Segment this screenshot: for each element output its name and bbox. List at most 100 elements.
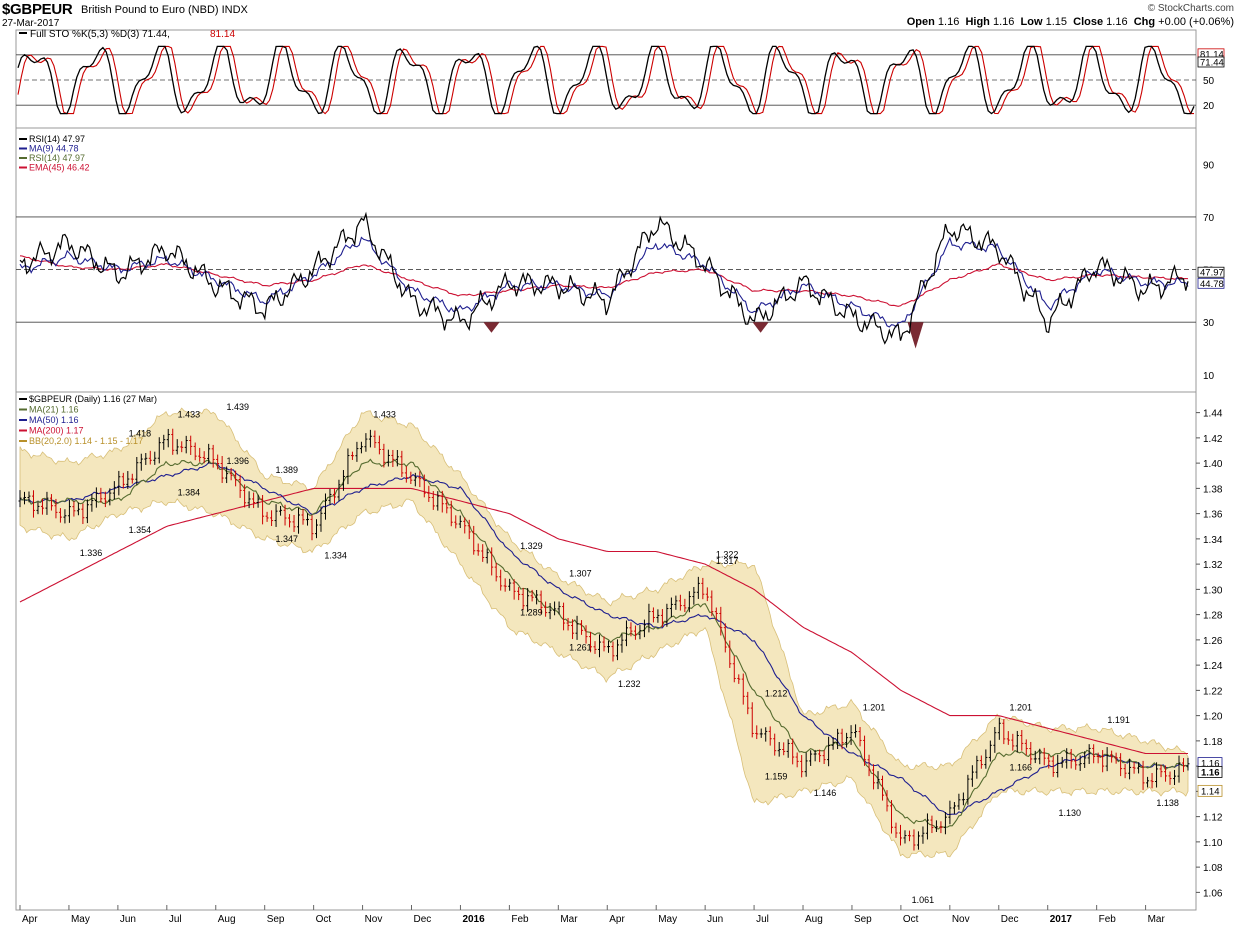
price-badge: 1.14	[1201, 786, 1220, 797]
x-tick-label: Aug	[805, 914, 823, 925]
ma200-line	[19, 487, 1188, 755]
grid-layer	[16, 54, 1200, 910]
price-annotation: 1.138	[1156, 798, 1179, 808]
high-label: High	[965, 16, 990, 28]
rsi-badge: 47.97	[1200, 268, 1224, 279]
price-ytick-label: 1.20	[1203, 712, 1223, 723]
x-tick-label: Jun	[120, 914, 136, 925]
high-value: 1.16	[992, 16, 1015, 28]
price-annotation: 1.347	[275, 534, 298, 544]
x-tick-label: May	[71, 914, 90, 925]
sto-k-line	[17, 45, 1195, 115]
x-tick-label: May	[658, 914, 677, 925]
price-legend-item: MA(21) 1.16	[29, 405, 79, 415]
price-ytick-label: 1.40	[1203, 459, 1223, 470]
sto-badge: 71.44	[1200, 57, 1224, 68]
label-layer: 1.06 1.08 1.10 1.12 1.14 1.16 1.18 1.20 1.22 1.24…	[19, 29, 1225, 925]
series-layer	[17, 45, 1195, 851]
price-ytick-label: 1.22	[1203, 686, 1223, 697]
price-legend-item: MA(50) 1.16	[29, 415, 79, 425]
symbol-description: British Pound to Euro (NBD) INDX	[81, 4, 248, 16]
price-annotation: 1.191	[1107, 715, 1130, 725]
price-annotation: 1.336	[80, 548, 103, 558]
price-legend-item: MA(200) 1.17	[29, 426, 84, 436]
x-tick-label: Dec	[414, 914, 432, 925]
rsi-oversold-fill	[907, 322, 924, 349]
chg-label: Chg	[1133, 16, 1156, 28]
x-tick-label: Mar	[1148, 914, 1166, 925]
price-annotation: 1.159	[765, 771, 788, 781]
price-ytick-label: 1.44	[1203, 409, 1223, 420]
x-tick-label: Apr	[609, 914, 625, 925]
sto-legend-d: 81.14	[210, 29, 235, 40]
x-tick-label: Aug	[218, 914, 236, 925]
x-tick-label: Oct	[316, 914, 332, 925]
price-annotation: 1.146	[814, 788, 837, 798]
x-tick-label: Feb	[511, 914, 529, 925]
price-annotation: 1.289	[520, 607, 543, 617]
price-ytick-label: 1.32	[1203, 560, 1223, 571]
rsi-ytick-label: 70	[1203, 213, 1215, 224]
x-tick-label: 2017	[1050, 914, 1073, 925]
rsi-badge-box	[1197, 277, 1225, 289]
x-tick-label: Jul	[756, 914, 769, 925]
rsi-ema45-line	[19, 255, 1189, 307]
price-annotation: 1.334	[324, 550, 347, 560]
rsi-ytick-label: 10	[1203, 371, 1215, 382]
chg-value: +0.00 (+0.06%)	[1158, 16, 1234, 28]
price-annotation: 1.130	[1058, 808, 1081, 818]
x-tick-label: Dec	[1001, 914, 1019, 925]
price-ytick-label: 1.24	[1203, 661, 1223, 672]
x-tick-label: Oct	[903, 914, 919, 925]
low-value: 1.15	[1045, 16, 1067, 28]
price-ytick-label: 1.08	[1203, 863, 1223, 874]
price-badge: 1.16	[1201, 759, 1220, 770]
sto-d-line	[17, 45, 1194, 115]
sto-ytick-label: 20	[1203, 101, 1215, 112]
rsi-legend-item: MA(9) 44.78	[29, 144, 79, 154]
price-annotation: 1.201	[1010, 702, 1033, 712]
price-ytick-label: 1.30	[1203, 585, 1223, 596]
price-annotation: 1.384	[178, 487, 201, 497]
price-legend-item: BB(20,2.0) 1.14 - 1.15 - 1.17	[29, 436, 143, 446]
rsi-legend-item: EMA(45) 46.42	[29, 163, 90, 173]
x-tick-label: Jul	[169, 914, 182, 925]
price-ytick-label: 1.18	[1203, 737, 1223, 748]
rsi-ma9-line	[19, 236, 1189, 328]
chart-frame	[15, 29, 1197, 911]
symbol-title: $GBPEUR	[2, 1, 73, 18]
sto-legend: Full STO %K(5,3) %D(3) 71.44,	[30, 29, 170, 40]
sto-badge-box	[1197, 56, 1225, 68]
price-ytick-label: 1.10	[1203, 838, 1223, 849]
bollinger-layer	[19, 407, 1189, 859]
price-ytick-label: 1.34	[1203, 535, 1223, 546]
price-legend-item: $GBPEUR (Daily) 1.16 (27 Mar)	[29, 394, 157, 404]
chart-header: $GBPEUR British Pound to Euro (NBD) INDX…	[0, 0, 1240, 30]
rsi-legend-item: RSI(14) 47.97	[29, 153, 85, 163]
rsi-ytick-label: 30	[1203, 318, 1215, 329]
price-annotation: 1.354	[129, 525, 152, 535]
price-annotation: 1.322	[716, 550, 739, 560]
ohlc-readout: Open 1.16 High 1.16 Low 1.15 Close 1.16 …	[907, 16, 1234, 28]
open-label: Open	[906, 16, 935, 28]
price-ytick-label: 1.38	[1203, 484, 1223, 495]
sto-ytick-label: 50	[1203, 76, 1215, 87]
x-tick-label: Sep	[854, 914, 872, 925]
close-value: 1.16	[1106, 16, 1128, 28]
x-tick-label: Sep	[267, 914, 285, 925]
x-tick-label: 2016	[462, 914, 485, 925]
rsi-badge-box	[1197, 266, 1225, 278]
rsi-oversold-fill	[483, 322, 500, 333]
rsi-oversold-fill	[752, 322, 769, 333]
price-annotation: 1.212	[765, 688, 788, 698]
price-ytick-label: 1.12	[1203, 813, 1223, 824]
x-tick-label: Feb	[1099, 914, 1117, 925]
price-annotation: 1.166	[1010, 763, 1033, 773]
bollinger-band	[19, 407, 1189, 859]
price-ytick-label: 1.36	[1203, 510, 1223, 521]
price-annotation: 1.433	[373, 409, 396, 419]
price-badge-box	[1197, 784, 1223, 797]
price-annotation: 1.232	[618, 679, 641, 689]
low-label: Low	[1020, 16, 1043, 28]
